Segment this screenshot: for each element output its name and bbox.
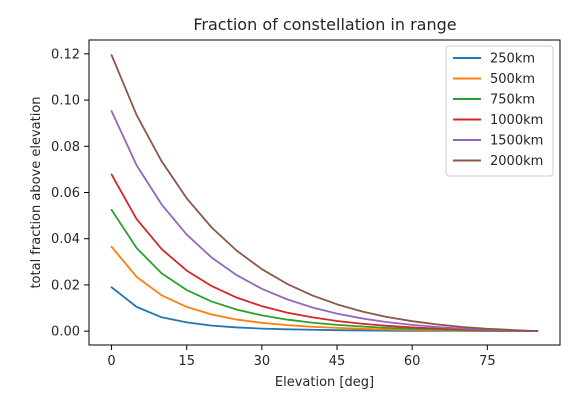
x-axis-label: Elevation [deg]	[275, 375, 374, 390]
y-tick-label: 0.02	[51, 278, 80, 293]
plot-lines	[110, 54, 539, 333]
y-axis-ticks: 0.00 0.02 0.04 0.06 0.08 0.10 0.12	[51, 47, 89, 340]
series-line-2000km	[110, 54, 539, 333]
legend-label-2000km: 2000km	[490, 154, 543, 169]
y-tick-label: 0.12	[51, 47, 80, 62]
legend-items: 250km 500km 750km 1000km 1500km 2000km	[453, 52, 543, 169]
x-tick-label: 15	[178, 354, 195, 369]
legend-label-750km: 750km	[490, 93, 535, 108]
legend-label-500km: 500km	[490, 72, 535, 87]
legend: 250km 500km 750km 1000km 1500km 2000km	[445, 45, 554, 177]
series-line-1500km	[110, 110, 539, 333]
y-axis-label: total fraction above elevation	[29, 96, 44, 288]
x-tick-label: 75	[479, 354, 496, 369]
legend-label-250km: 250km	[490, 52, 535, 67]
x-tick-label: 0	[107, 354, 115, 369]
x-axis-ticks: 0 15 30 45 60 75	[107, 345, 496, 369]
y-tick-label: 0.10	[51, 94, 80, 109]
legend-label-1000km: 1000km	[490, 113, 543, 128]
y-tick-label: 0.04	[51, 232, 80, 247]
x-tick-label: 60	[404, 354, 421, 369]
y-tick-label: 0.00	[51, 325, 80, 340]
series-line-1000km	[110, 173, 539, 333]
x-tick-label: 30	[254, 354, 271, 369]
x-tick-label: 45	[329, 354, 346, 369]
series-line-750km	[110, 208, 539, 333]
y-tick-label: 0.08	[51, 140, 80, 155]
chart-title: Fraction of constellation in range	[193, 15, 456, 34]
y-tick-label: 0.06	[51, 186, 80, 201]
legend-label-1500km: 1500km	[490, 134, 543, 149]
